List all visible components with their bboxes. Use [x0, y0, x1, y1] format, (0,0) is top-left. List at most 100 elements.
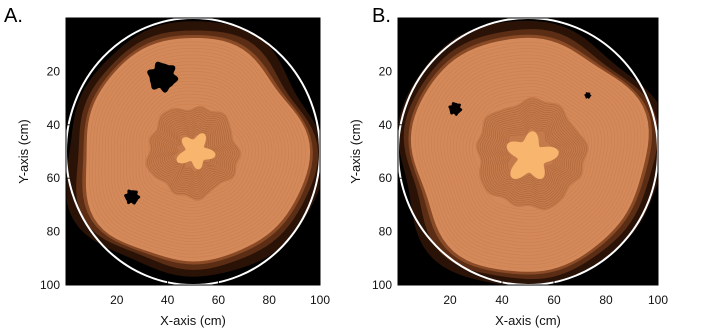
plot-area [398, 18, 658, 285]
inner-ring [477, 98, 587, 209]
x-tick-label: 60 [547, 293, 561, 307]
contour-ring [110, 64, 283, 236]
inner-ring [149, 109, 238, 197]
contour-ring [462, 89, 596, 221]
inner-ring [492, 114, 572, 194]
x-tick-label: 60 [212, 293, 226, 307]
y-tick-label: 100 [372, 278, 392, 292]
x-tick-label: 20 [443, 293, 457, 307]
x-tick-label: 100 [648, 293, 668, 307]
contour-ring [421, 48, 639, 263]
inner-ring [501, 122, 563, 186]
contour-ring [89, 41, 306, 258]
y-tick-label: 100 [40, 278, 60, 292]
inner-ring [163, 124, 222, 182]
contour-ring [126, 80, 266, 221]
contour-ring [434, 60, 625, 250]
inner-ring [151, 111, 236, 195]
contour-ring [427, 54, 632, 256]
x-tick-label: 40 [495, 293, 509, 307]
axes-frame [397, 17, 659, 286]
x-tick-label: 80 [263, 293, 277, 307]
contour-ring [135, 90, 256, 211]
y-tick-label: 20 [47, 64, 61, 78]
inner-ring [155, 116, 231, 191]
inner-ring [484, 105, 581, 203]
y-tick-label: 20 [379, 64, 393, 78]
contour-ring [123, 77, 270, 224]
contour-ring [430, 57, 629, 253]
inner-ring [494, 116, 570, 192]
contour-ring [446, 73, 612, 237]
x-tick-label: 100 [310, 293, 330, 307]
void-hole [124, 189, 141, 205]
axes-frame [65, 17, 321, 286]
inner-rings [477, 98, 587, 209]
y-tick-label: 60 [379, 171, 393, 185]
x-tick-label: 20 [110, 293, 124, 307]
panel-a: A. 20 40 60 80 100 20 40 60 80 100 X-axis (cm) Y-axi… [4, 5, 330, 328]
contour-ring [141, 97, 250, 205]
x-tick-label: 40 [161, 293, 175, 307]
contour-ring [113, 67, 280, 233]
inner-ring [479, 100, 585, 207]
y-tick-label: 80 [47, 225, 61, 239]
panel-b: B. 20 40 60 80 100 20 40 60 80 100 X-axis (cm) Y-axi… [348, 5, 668, 328]
contour-ring [459, 86, 599, 224]
contour-ring [117, 71, 276, 230]
contour-ring [415, 41, 645, 269]
inner-rings [146, 107, 240, 200]
y-tick-label: 40 [47, 118, 61, 132]
inner-ring [497, 118, 568, 190]
contour-ring [453, 80, 606, 230]
contour-ring [120, 74, 273, 227]
x-axis-label: X-axis (cm) [495, 313, 561, 328]
panel-label: B. [372, 5, 391, 27]
contour-ring [95, 48, 300, 252]
contour-ring [456, 83, 602, 227]
y-axis-label: Y-axis (cm) [348, 119, 363, 184]
panel-label: A. [4, 5, 23, 27]
core-region [176, 133, 216, 170]
void-hole [584, 92, 592, 99]
contour-ring [449, 76, 609, 234]
inner-ring [159, 120, 227, 186]
contour-ring [437, 64, 622, 246]
contour-ring [101, 54, 293, 246]
contour-ring [147, 103, 243, 199]
y-tick-label: 80 [379, 225, 393, 239]
inner-ring [146, 107, 240, 200]
inner-ring [161, 122, 225, 184]
contour-ring [98, 51, 296, 249]
contour-rings [89, 41, 306, 258]
inner-ring [157, 118, 229, 189]
inner-ring [503, 125, 561, 184]
contour-ring [144, 100, 246, 202]
contour-ring [138, 94, 253, 208]
contour-ring [132, 87, 260, 215]
inner-ring [153, 113, 233, 193]
inner-ring [488, 109, 576, 198]
x-axis-label: X-axis (cm) [160, 313, 226, 328]
contour-ring [418, 45, 642, 266]
inner-ring [166, 127, 220, 180]
contour-ring [129, 84, 263, 218]
inner-ring [490, 111, 574, 196]
void-hole [147, 61, 179, 93]
plot-area [66, 18, 320, 285]
inner-ring [481, 103, 583, 205]
core-region [506, 131, 559, 180]
contour-ring [104, 57, 290, 243]
void-hole [448, 102, 463, 116]
contour-ring [443, 70, 615, 240]
y-tick-label: 40 [379, 118, 393, 132]
contour-ring [424, 51, 635, 259]
inner-ring [499, 120, 566, 188]
contour-ring [92, 44, 303, 255]
inner-ring [168, 129, 218, 178]
y-axis-label: Y-axis (cm) [16, 119, 31, 184]
contour-ring [440, 67, 619, 243]
x-tick-label: 80 [599, 293, 613, 307]
contour-ring [107, 61, 286, 239]
